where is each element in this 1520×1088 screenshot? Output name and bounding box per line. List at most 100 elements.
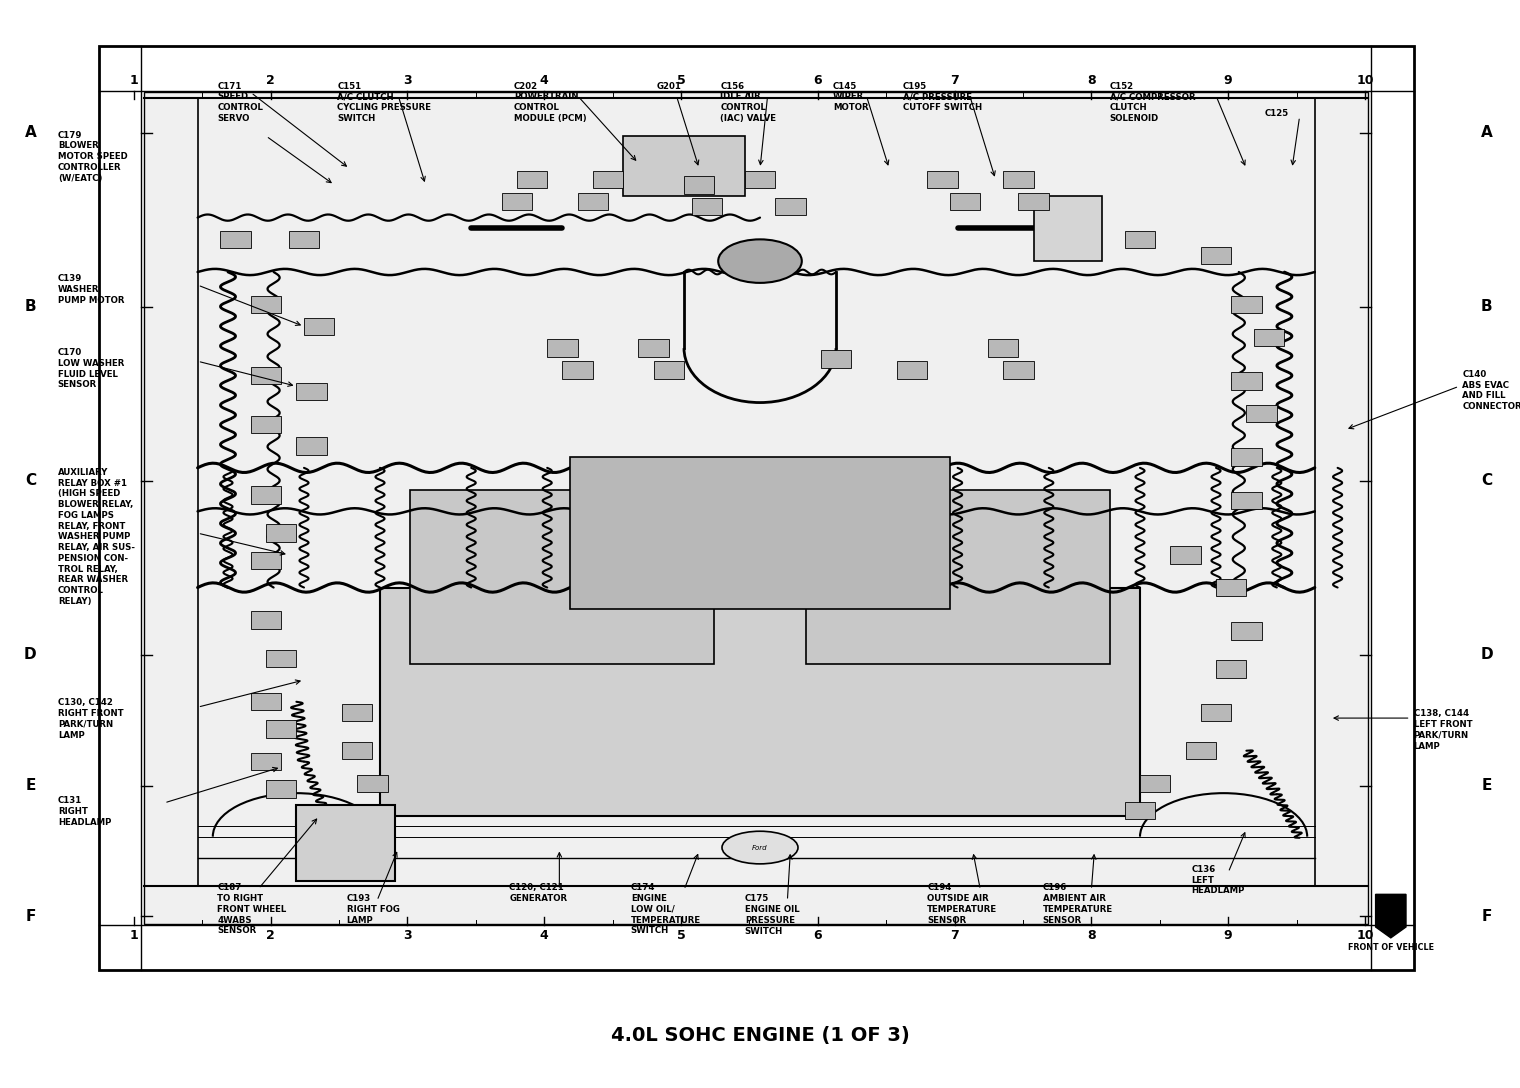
Bar xyxy=(1201,247,1231,264)
Text: 8: 8 xyxy=(1087,74,1096,87)
Bar xyxy=(692,198,722,215)
Text: 6: 6 xyxy=(813,74,822,87)
Bar xyxy=(593,171,623,188)
Text: C145
WIPER
MOTOR: C145 WIPER MOTOR xyxy=(833,82,868,112)
Bar xyxy=(251,486,281,504)
Bar xyxy=(342,742,372,759)
Bar xyxy=(266,650,296,667)
Bar xyxy=(1231,296,1262,313)
Text: C152
A/C COMPRESSOR
CLUTCH
SOLENOID: C152 A/C COMPRESSOR CLUTCH SOLENOID xyxy=(1110,82,1195,123)
Bar xyxy=(1034,196,1102,261)
Text: 1: 1 xyxy=(129,929,138,942)
Text: 2: 2 xyxy=(266,74,275,87)
Text: C130, C142
RIGHT FRONT
PARK/TURN
LAMP: C130, C142 RIGHT FRONT PARK/TURN LAMP xyxy=(58,698,123,740)
Text: Ford: Ford xyxy=(752,844,768,851)
Bar xyxy=(638,339,669,357)
Bar xyxy=(304,318,334,335)
Bar xyxy=(380,588,1140,816)
Bar xyxy=(144,92,1368,924)
Text: C194
OUTSIDE AIR
TEMPERATURE
SENSOR: C194 OUTSIDE AIR TEMPERATURE SENSOR xyxy=(927,883,997,925)
Bar xyxy=(251,367,281,384)
Text: C: C xyxy=(1480,473,1493,489)
Text: C131
RIGHT
HEADLAMP: C131 RIGHT HEADLAMP xyxy=(58,796,111,827)
Bar xyxy=(251,753,281,770)
Text: C202
POWERTRAIN
CONTROL
MODULE (PCM): C202 POWERTRAIN CONTROL MODULE (PCM) xyxy=(514,82,587,123)
Bar xyxy=(1003,171,1034,188)
Bar xyxy=(251,693,281,710)
Bar xyxy=(578,193,608,210)
Text: 7: 7 xyxy=(950,74,959,87)
Bar xyxy=(296,437,327,455)
Bar xyxy=(502,193,532,210)
Bar xyxy=(988,339,1018,357)
Bar xyxy=(745,171,775,188)
Text: C179
BLOWER
MOTOR SPEED
CONTROLLER
(W/EATC): C179 BLOWER MOTOR SPEED CONTROLLER (W/EA… xyxy=(58,131,128,183)
Text: 9: 9 xyxy=(1224,929,1233,942)
Text: 5: 5 xyxy=(676,74,686,87)
Text: C187
TO RIGHT
FRONT WHEEL
4WABS
SENSOR: C187 TO RIGHT FRONT WHEEL 4WABS SENSOR xyxy=(217,883,287,936)
Text: C170
LOW WASHER
FLUID LEVEL
SENSOR: C170 LOW WASHER FLUID LEVEL SENSOR xyxy=(58,348,125,390)
Bar xyxy=(1125,231,1155,248)
Text: 9: 9 xyxy=(1224,74,1233,87)
Bar xyxy=(266,524,296,542)
Text: 8: 8 xyxy=(1087,929,1096,942)
Text: C: C xyxy=(24,473,36,489)
Text: C140
ABS EVAC
AND FILL
CONNECTOR: C140 ABS EVAC AND FILL CONNECTOR xyxy=(1462,370,1520,411)
Bar xyxy=(562,361,593,379)
Bar xyxy=(1231,372,1262,390)
Bar xyxy=(654,361,684,379)
Bar xyxy=(251,296,281,313)
Bar xyxy=(296,383,327,400)
Ellipse shape xyxy=(722,831,798,864)
Bar xyxy=(897,361,927,379)
Bar xyxy=(251,552,281,569)
Bar xyxy=(266,720,296,738)
Text: C138, C144
LEFT FRONT
PARK/TURN
LAMP: C138, C144 LEFT FRONT PARK/TURN LAMP xyxy=(1414,709,1473,751)
Polygon shape xyxy=(1376,894,1406,938)
Text: C156
IDLE AIR
CONTROL
(IAC) VALVE: C156 IDLE AIR CONTROL (IAC) VALVE xyxy=(720,82,777,123)
Text: F: F xyxy=(1482,908,1491,924)
Text: FRONT OF VEHICLE: FRONT OF VEHICLE xyxy=(1348,943,1433,952)
Bar xyxy=(547,339,578,357)
Text: 5: 5 xyxy=(676,929,686,942)
Text: D: D xyxy=(24,647,36,663)
Bar xyxy=(1216,660,1246,678)
Text: C171
SPEED
CONTROL
SERVO: C171 SPEED CONTROL SERVO xyxy=(217,82,263,123)
Text: C120, C121
GENERATOR: C120, C121 GENERATOR xyxy=(509,883,567,903)
Bar xyxy=(1231,448,1262,466)
Bar xyxy=(1003,361,1034,379)
Bar xyxy=(517,171,547,188)
Text: C195
A/C PRESSURE
CUTOFF SWITCH: C195 A/C PRESSURE CUTOFF SWITCH xyxy=(903,82,982,112)
Bar xyxy=(684,176,714,194)
Text: 4: 4 xyxy=(540,74,549,87)
Bar xyxy=(806,490,1110,664)
Text: 4: 4 xyxy=(540,929,549,942)
Text: 3: 3 xyxy=(403,929,412,942)
Text: C193
RIGHT FOG
LAMP: C193 RIGHT FOG LAMP xyxy=(347,894,400,925)
Bar xyxy=(1216,579,1246,596)
Text: B: B xyxy=(1480,299,1493,314)
Text: D: D xyxy=(1480,647,1493,663)
Text: 1: 1 xyxy=(129,74,138,87)
Text: C136
LEFT
HEADLAMP: C136 LEFT HEADLAMP xyxy=(1192,865,1245,895)
Bar xyxy=(1201,704,1231,721)
Bar xyxy=(251,611,281,629)
Bar xyxy=(99,46,1414,970)
Bar xyxy=(342,704,372,721)
Bar xyxy=(1170,546,1201,564)
Text: C151
A/C CLUTCH
CYCLING PRESSURE
SWITCH: C151 A/C CLUTCH CYCLING PRESSURE SWITCH xyxy=(337,82,432,123)
Text: 10: 10 xyxy=(1356,74,1374,87)
Bar xyxy=(775,198,806,215)
Text: E: E xyxy=(1482,778,1491,793)
Text: E: E xyxy=(26,778,35,793)
Text: 7: 7 xyxy=(950,929,959,942)
Text: C174
ENGINE
LOW OIL/
TEMPERATURE
SWITCH: C174 ENGINE LOW OIL/ TEMPERATURE SWITCH xyxy=(631,883,701,936)
Bar xyxy=(1254,329,1284,346)
Bar xyxy=(1186,742,1216,759)
Bar xyxy=(950,193,980,210)
Text: AUXILIARY
RELAY BOX #1
(HIGH SPEED
BLOWER RELAY,
FOG LAMPS
RELAY, FRONT
WASHER P: AUXILIARY RELAY BOX #1 (HIGH SPEED BLOWE… xyxy=(58,468,135,606)
Text: A: A xyxy=(24,125,36,140)
Bar xyxy=(623,136,745,196)
Bar xyxy=(220,231,251,248)
Text: 10: 10 xyxy=(1356,929,1374,942)
